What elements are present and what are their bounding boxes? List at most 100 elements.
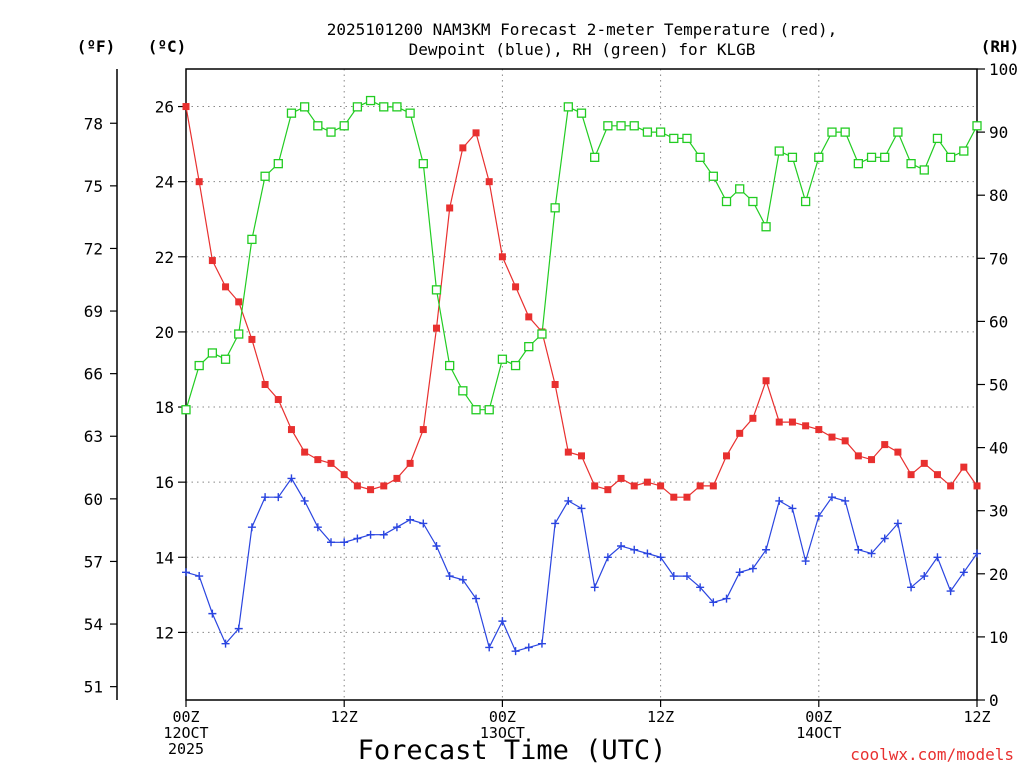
data-point	[960, 463, 968, 471]
data-point	[220, 354, 231, 364]
data-point	[736, 429, 744, 437]
series-rh	[181, 95, 982, 415]
credit-text: coolwx.com/models	[850, 745, 1014, 764]
data-point	[894, 448, 902, 456]
data-point	[947, 482, 955, 490]
x-tick-label: 12Z	[647, 708, 674, 726]
data-point	[722, 594, 731, 603]
x-tick-label: 12Z	[331, 708, 358, 726]
data-point	[617, 474, 625, 482]
data-point	[195, 572, 204, 581]
data-point	[379, 102, 389, 112]
data-point	[406, 459, 414, 467]
fahrenheit-tick-label: 60	[84, 490, 103, 509]
data-point	[920, 572, 929, 581]
data-point	[446, 204, 454, 212]
data-point	[366, 530, 375, 539]
data-point	[815, 426, 823, 434]
data-point	[906, 158, 916, 169]
data-point	[695, 152, 705, 162]
data-point	[511, 647, 520, 656]
data-point	[222, 283, 230, 291]
x-tick-label: 13OCT	[480, 724, 525, 742]
data-point	[630, 482, 638, 490]
data-point	[893, 127, 903, 137]
data-point	[247, 523, 256, 532]
rh-tick-label: 20	[989, 565, 1008, 584]
data-point	[749, 414, 757, 422]
data-point	[260, 171, 270, 181]
data-point	[419, 519, 428, 528]
data-point	[642, 127, 653, 137]
rh-tick-label: 80	[989, 186, 1008, 205]
fahrenheit-tick-label: 57	[84, 552, 103, 571]
data-point	[498, 253, 506, 261]
data-point	[313, 523, 322, 532]
data-point	[841, 437, 849, 445]
fahrenheit-axis-label: (ºF)	[77, 37, 116, 56]
data-point	[669, 572, 678, 581]
data-point	[721, 196, 732, 207]
data-point	[248, 335, 256, 343]
data-point	[392, 523, 401, 532]
fahrenheit-tick-label: 51	[84, 678, 103, 697]
data-point	[708, 171, 718, 181]
data-point	[274, 493, 283, 502]
data-point	[682, 572, 691, 581]
data-point	[551, 381, 559, 388]
data-point	[235, 298, 243, 306]
x-tick-label: 14OCT	[796, 724, 841, 742]
data-point	[365, 95, 376, 106]
data-point	[247, 234, 257, 245]
data-point	[459, 144, 467, 152]
data-point	[576, 108, 587, 118]
series-line	[185, 99, 978, 411]
data-point	[287, 426, 295, 434]
celsius-tick-label: 22	[155, 248, 174, 267]
fahrenheit-tick-label: 75	[84, 177, 103, 196]
data-point	[709, 598, 718, 607]
data-point	[380, 482, 388, 490]
data-point	[604, 486, 612, 494]
data-point	[551, 519, 560, 528]
data-point	[629, 121, 639, 131]
data-point	[405, 108, 415, 118]
data-point	[221, 639, 230, 648]
rh-tick-label: 70	[989, 249, 1008, 268]
data-point	[920, 459, 928, 467]
data-point	[748, 196, 758, 207]
data-point	[788, 418, 796, 426]
data-point	[959, 568, 968, 577]
data-point	[867, 549, 876, 558]
data-point	[524, 341, 534, 352]
data-point	[775, 496, 784, 505]
data-point	[339, 121, 349, 131]
data-point	[261, 381, 269, 388]
data-point	[814, 511, 823, 520]
data-point	[353, 482, 361, 490]
data-point	[748, 564, 757, 573]
series-2-meter-temperature	[182, 103, 981, 501]
data-point	[683, 493, 691, 501]
fahrenheit-tick-label: 54	[84, 615, 103, 634]
data-point	[445, 360, 455, 371]
data-point	[682, 133, 692, 144]
data-point	[945, 152, 956, 162]
data-point	[959, 146, 969, 156]
celsius-tick-label: 14	[155, 548, 174, 567]
rh-tick-label: 50	[989, 376, 1008, 395]
fahrenheit-tick-label: 72	[84, 239, 103, 258]
data-point	[352, 102, 363, 112]
x-tick-label: 00Z	[805, 708, 832, 726]
series-layer	[181, 95, 982, 656]
data-point	[432, 542, 441, 551]
data-point	[603, 121, 613, 131]
data-point	[735, 568, 744, 577]
data-point	[669, 133, 679, 144]
data-point	[445, 572, 454, 581]
data-point	[418, 158, 428, 169]
data-point	[787, 152, 798, 162]
data-point	[655, 127, 666, 137]
data-point	[802, 422, 810, 430]
data-point	[458, 386, 468, 396]
